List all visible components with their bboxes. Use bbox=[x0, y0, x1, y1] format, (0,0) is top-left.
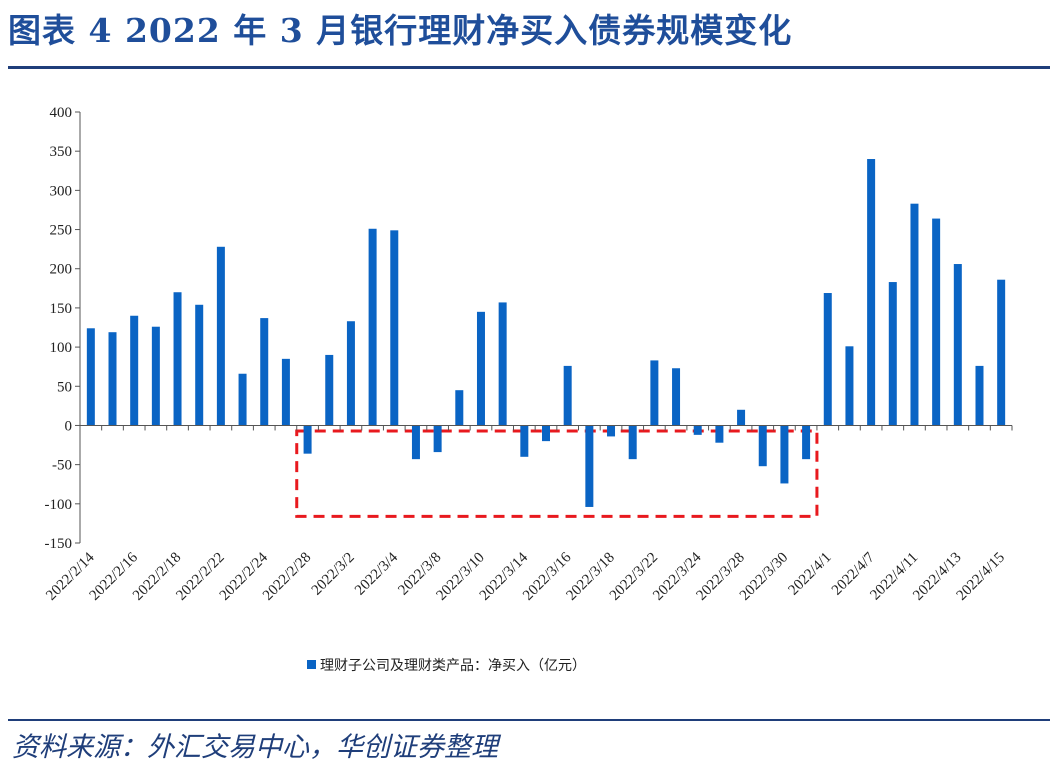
source-note: 资料来源：外汇交易中心，华创证券整理 bbox=[12, 732, 498, 763]
y-tick-label: 100 bbox=[50, 340, 73, 356]
bar bbox=[390, 230, 399, 426]
bar bbox=[780, 425, 789, 484]
bar bbox=[823, 293, 832, 426]
y-tick-label: -100 bbox=[45, 497, 73, 513]
x-tick-label: 2022/4/15 bbox=[954, 550, 1008, 604]
bar bbox=[216, 246, 225, 426]
bar bbox=[607, 425, 616, 437]
bar bbox=[932, 218, 941, 426]
bar bbox=[260, 318, 269, 426]
bar bbox=[520, 425, 529, 457]
y-tick-label: 200 bbox=[50, 262, 73, 278]
bar bbox=[910, 203, 919, 426]
bar bbox=[628, 425, 637, 460]
bar bbox=[542, 425, 550, 442]
bar bbox=[758, 425, 767, 467]
x-tick-label: 2022/3/30 bbox=[737, 550, 791, 604]
y-tick-label: 50 bbox=[57, 379, 72, 395]
x-tick-label: 2022/3/4 bbox=[352, 549, 401, 598]
highlight-group bbox=[295, 429, 819, 518]
legend: 理财子公司及理财类产品：净买入（亿元） bbox=[307, 658, 586, 674]
bar bbox=[108, 332, 117, 426]
legend-swatch bbox=[307, 660, 316, 669]
x-tick-labels: 2022/2/142022/2/162022/2/182022/2/222022… bbox=[43, 549, 1008, 604]
legend-label: 理财子公司及理财类产品：净买入（亿元） bbox=[320, 658, 586, 674]
bar bbox=[151, 326, 160, 426]
bar bbox=[888, 282, 897, 426]
bar bbox=[585, 425, 594, 507]
bar bbox=[845, 346, 854, 426]
bar bbox=[195, 304, 204, 426]
y-axis: 400 350 300 250 200 150 100 50 0 -50 -100 -150 bbox=[45, 105, 81, 552]
bar bbox=[737, 409, 746, 426]
bar bbox=[238, 373, 247, 426]
x-tick-label: 2022/2/28 bbox=[260, 550, 314, 604]
y-tick-label: 300 bbox=[50, 183, 73, 199]
bar bbox=[303, 425, 312, 454]
bar bbox=[325, 354, 334, 426]
y-tick-label: 250 bbox=[50, 223, 73, 239]
bar bbox=[130, 315, 139, 426]
bar bbox=[563, 365, 572, 426]
bar bbox=[433, 425, 442, 453]
highlight-box bbox=[295, 429, 819, 518]
bar bbox=[346, 321, 355, 426]
bar bbox=[173, 292, 182, 426]
y-tick-label: -50 bbox=[52, 458, 72, 474]
page-title: 图表 4 2022 年 3 月银行理财净买入债券规模变化 bbox=[8, 11, 793, 50]
bar bbox=[498, 302, 507, 426]
bar bbox=[715, 425, 724, 443]
title-divider bbox=[8, 66, 1050, 69]
source-divider bbox=[8, 719, 1050, 721]
bar bbox=[650, 360, 659, 426]
bar bbox=[86, 328, 95, 426]
bar bbox=[455, 390, 464, 426]
bar bbox=[802, 425, 811, 460]
bar bbox=[975, 365, 984, 426]
x-tick-label: 2022/4/1 bbox=[786, 550, 835, 599]
bar bbox=[867, 159, 876, 426]
bar bbox=[672, 368, 681, 426]
x-tick-label: 2022/3/2 bbox=[309, 550, 358, 599]
bar bbox=[411, 425, 420, 460]
bar bbox=[368, 228, 377, 426]
x-axis bbox=[79, 424, 1013, 431]
bar bbox=[693, 425, 702, 435]
y-tick-label: -150 bbox=[45, 536, 73, 552]
y-tick-label: 0 bbox=[65, 418, 73, 434]
bars-group bbox=[86, 159, 1006, 507]
y-tick-label: 150 bbox=[50, 301, 73, 317]
y-tick-label: 350 bbox=[50, 144, 73, 160]
y-tick-label: 400 bbox=[50, 105, 73, 121]
bar bbox=[476, 311, 485, 426]
bar bbox=[997, 279, 1006, 426]
bar bbox=[953, 264, 962, 426]
bar bbox=[281, 358, 290, 426]
